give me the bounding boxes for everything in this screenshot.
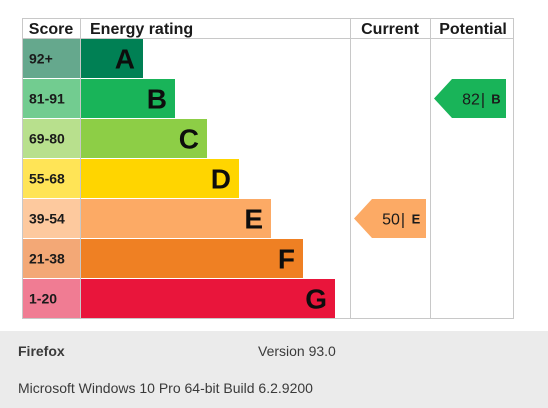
current-rating-letter: E bbox=[412, 212, 421, 227]
browser-name: Firefox bbox=[18, 343, 65, 359]
rating-letter-d: D bbox=[211, 164, 231, 195]
header-score: Score bbox=[29, 21, 74, 38]
score-range-a: 92+ bbox=[29, 51, 53, 67]
rating-bar-b bbox=[81, 79, 175, 118]
header-current: Current bbox=[361, 21, 419, 38]
rating-bar-a bbox=[81, 39, 143, 78]
operating-system: Microsoft Windows 10 Pro 64-bit Build 6.… bbox=[18, 380, 313, 396]
rating-letter-b: B bbox=[147, 84, 167, 115]
rating-bar-g bbox=[81, 279, 335, 318]
score-cell-a bbox=[23, 39, 80, 78]
rating-indicators: 50 | E82 | B bbox=[354, 79, 506, 238]
epc-chart: Score Energy rating Current Potential 92… bbox=[22, 18, 514, 319]
score-cell-b bbox=[23, 79, 80, 118]
rating-letter-c: C bbox=[179, 124, 199, 155]
browser-version: Version 93.0 bbox=[258, 343, 336, 359]
current-rating-arrow bbox=[354, 199, 426, 238]
potential-rating-separator: | bbox=[481, 92, 485, 109]
score-cell-e bbox=[23, 199, 80, 238]
score-cell-g bbox=[23, 279, 80, 318]
rating-letter-g: G bbox=[305, 284, 327, 315]
system-info-footer: Firefox Version 93.0 Microsoft Windows 1… bbox=[0, 331, 548, 408]
score-range-e: 39-54 bbox=[29, 211, 65, 227]
rating-letter-f: F bbox=[278, 244, 295, 275]
potential-rating-value: 82 bbox=[462, 92, 480, 109]
score-cell-d bbox=[23, 159, 80, 198]
header-energy-rating: Energy rating bbox=[90, 21, 193, 38]
score-range-f: 21-38 bbox=[29, 251, 65, 267]
potential-rating-letter: B bbox=[491, 92, 500, 107]
score-range-g: 1-20 bbox=[29, 291, 57, 307]
current-rating-value: 50 bbox=[382, 212, 400, 229]
score-range-d: 55-68 bbox=[29, 171, 65, 187]
score-range-b: 81-91 bbox=[29, 91, 65, 107]
score-cell-f bbox=[23, 239, 80, 278]
rating-bar-c bbox=[81, 119, 207, 158]
rating-bar-e bbox=[81, 199, 271, 238]
current-rating-separator: | bbox=[401, 212, 405, 229]
score-range-c: 69-80 bbox=[29, 131, 65, 147]
rating-letter-a: A bbox=[115, 44, 135, 75]
header-potential: Potential bbox=[439, 21, 507, 38]
rating-bar-f bbox=[81, 239, 303, 278]
rating-letter-e: E bbox=[244, 204, 263, 235]
potential-rating-arrow bbox=[434, 79, 506, 118]
rating-bands: 92+ A 81-91 B 69-80 C 55-68 D 39-54 E 21-38 F 1-20 G bbox=[23, 39, 335, 318]
score-cell-c bbox=[23, 119, 80, 158]
rating-bar-d bbox=[81, 159, 239, 198]
